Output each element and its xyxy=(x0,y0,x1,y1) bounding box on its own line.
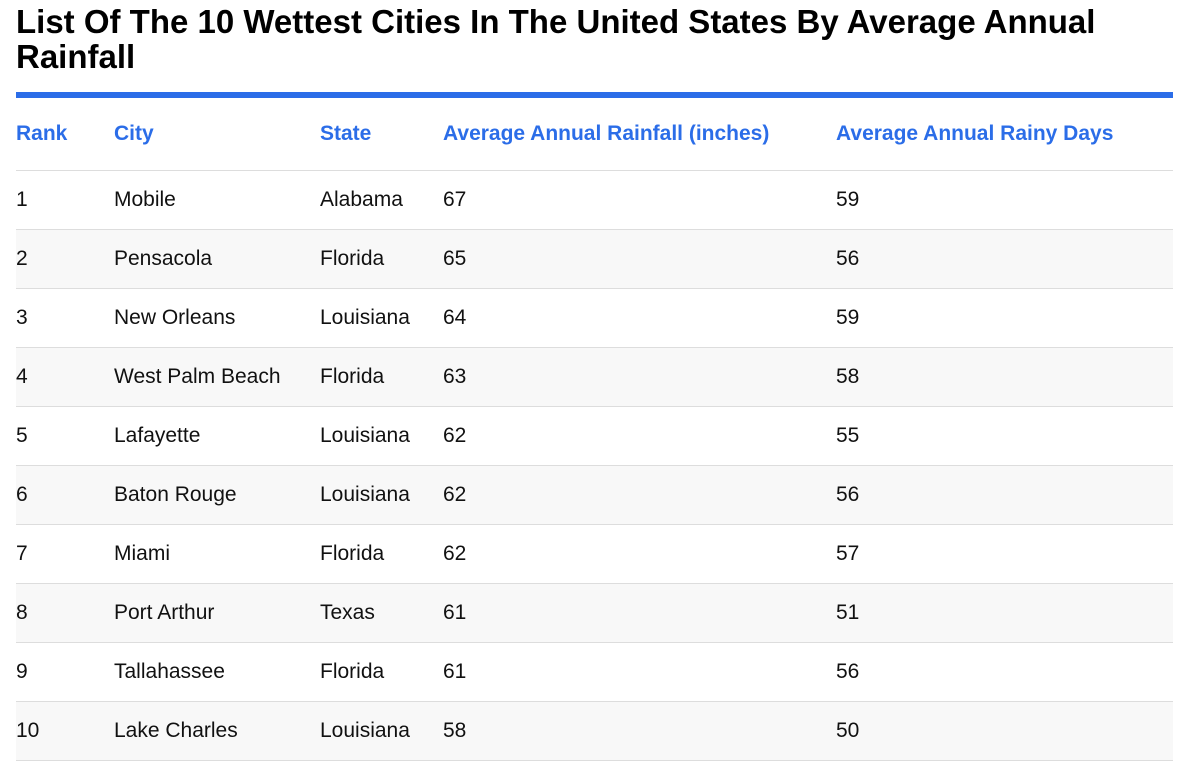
cell-rank: 8 xyxy=(16,583,114,643)
cell-state: Florida xyxy=(320,642,443,702)
header-rank: Rank xyxy=(16,98,114,171)
cell-city: New Orleans xyxy=(114,288,320,348)
cell-rank: 6 xyxy=(16,465,114,525)
table-header-row: Rank City State Average Annual Rainfall … xyxy=(16,98,1173,171)
cell-city: Lake Charles xyxy=(114,701,320,761)
cell-rainy-days: 56 xyxy=(836,229,1173,289)
cell-rainy-days: 51 xyxy=(836,583,1173,643)
cell-rainy-days: 50 xyxy=(836,701,1173,761)
cell-rank: 3 xyxy=(16,288,114,348)
cell-rainy-days: 56 xyxy=(836,642,1173,702)
cell-city: Tallahassee xyxy=(114,642,320,702)
cell-state: Louisiana xyxy=(320,288,443,348)
table-row: 2 Pensacola Florida 65 56 xyxy=(16,229,1173,289)
table-row: 6 Baton Rouge Louisiana 62 56 xyxy=(16,465,1173,525)
cell-state: Florida xyxy=(320,229,443,289)
cell-rainfall: 65 xyxy=(443,229,836,289)
table-row: 8 Port Arthur Texas 61 51 xyxy=(16,583,1173,643)
cell-rainy-days: 56 xyxy=(836,465,1173,525)
cell-state: Florida xyxy=(320,524,443,584)
cell-rank: 5 xyxy=(16,406,114,466)
cell-rainfall: 61 xyxy=(443,583,836,643)
cell-state: Texas xyxy=(320,583,443,643)
cell-rank: 1 xyxy=(16,170,114,230)
cell-rainfall: 64 xyxy=(443,288,836,348)
cell-rainfall: 61 xyxy=(443,642,836,702)
cell-city: Lafayette xyxy=(114,406,320,466)
cell-state: Louisiana xyxy=(320,465,443,525)
table-row: 10 Lake Charles Louisiana 58 50 xyxy=(16,701,1173,761)
cell-rank: 9 xyxy=(16,642,114,702)
cell-city: Mobile xyxy=(114,170,320,230)
cell-rainfall: 58 xyxy=(443,701,836,761)
table-row: 1 Mobile Alabama 67 59 xyxy=(16,170,1173,230)
cell-rainfall: 67 xyxy=(443,170,836,230)
cell-rank: 4 xyxy=(16,347,114,407)
cell-city: Miami xyxy=(114,524,320,584)
header-rainy-days: Average Annual Rainy Days xyxy=(836,98,1173,171)
cell-state: Alabama xyxy=(320,170,443,230)
table-row: 5 Lafayette Louisiana 62 55 xyxy=(16,406,1173,466)
table-row: 3 New Orleans Louisiana 64 59 xyxy=(16,288,1173,348)
cell-rainfall: 63 xyxy=(443,347,836,407)
cell-state: Florida xyxy=(320,347,443,407)
title-divider xyxy=(16,92,1173,98)
cell-rainy-days: 59 xyxy=(836,288,1173,348)
rainfall-table: Rank City State Average Annual Rainfall … xyxy=(16,98,1173,761)
cell-state: Louisiana xyxy=(320,701,443,761)
table-row: 9 Tallahassee Florida 61 56 xyxy=(16,642,1173,702)
cell-rank: 2 xyxy=(16,229,114,289)
cell-city: Baton Rouge xyxy=(114,465,320,525)
cell-rainy-days: 55 xyxy=(836,406,1173,466)
page-title: List Of The 10 Wettest Cities In The Uni… xyxy=(16,3,1096,75)
cell-rainfall: 62 xyxy=(443,406,836,466)
table-row: 4 West Palm Beach Florida 63 58 xyxy=(16,347,1173,407)
cell-city: Pensacola xyxy=(114,229,320,289)
cell-rank: 7 xyxy=(16,524,114,584)
cell-rainfall: 62 xyxy=(443,524,836,584)
cell-rainy-days: 58 xyxy=(836,347,1173,407)
header-rainfall: Average Annual Rainfall (inches) xyxy=(443,98,836,171)
cell-rank: 10 xyxy=(16,701,114,761)
cell-rainy-days: 57 xyxy=(836,524,1173,584)
cell-rainfall: 62 xyxy=(443,465,836,525)
cell-rainy-days: 59 xyxy=(836,170,1173,230)
cell-city: Port Arthur xyxy=(114,583,320,643)
header-state: State xyxy=(320,98,443,171)
header-city: City xyxy=(114,98,320,171)
table-row: 7 Miami Florida 62 57 xyxy=(16,524,1173,584)
cell-city: West Palm Beach xyxy=(114,347,320,407)
cell-state: Louisiana xyxy=(320,406,443,466)
